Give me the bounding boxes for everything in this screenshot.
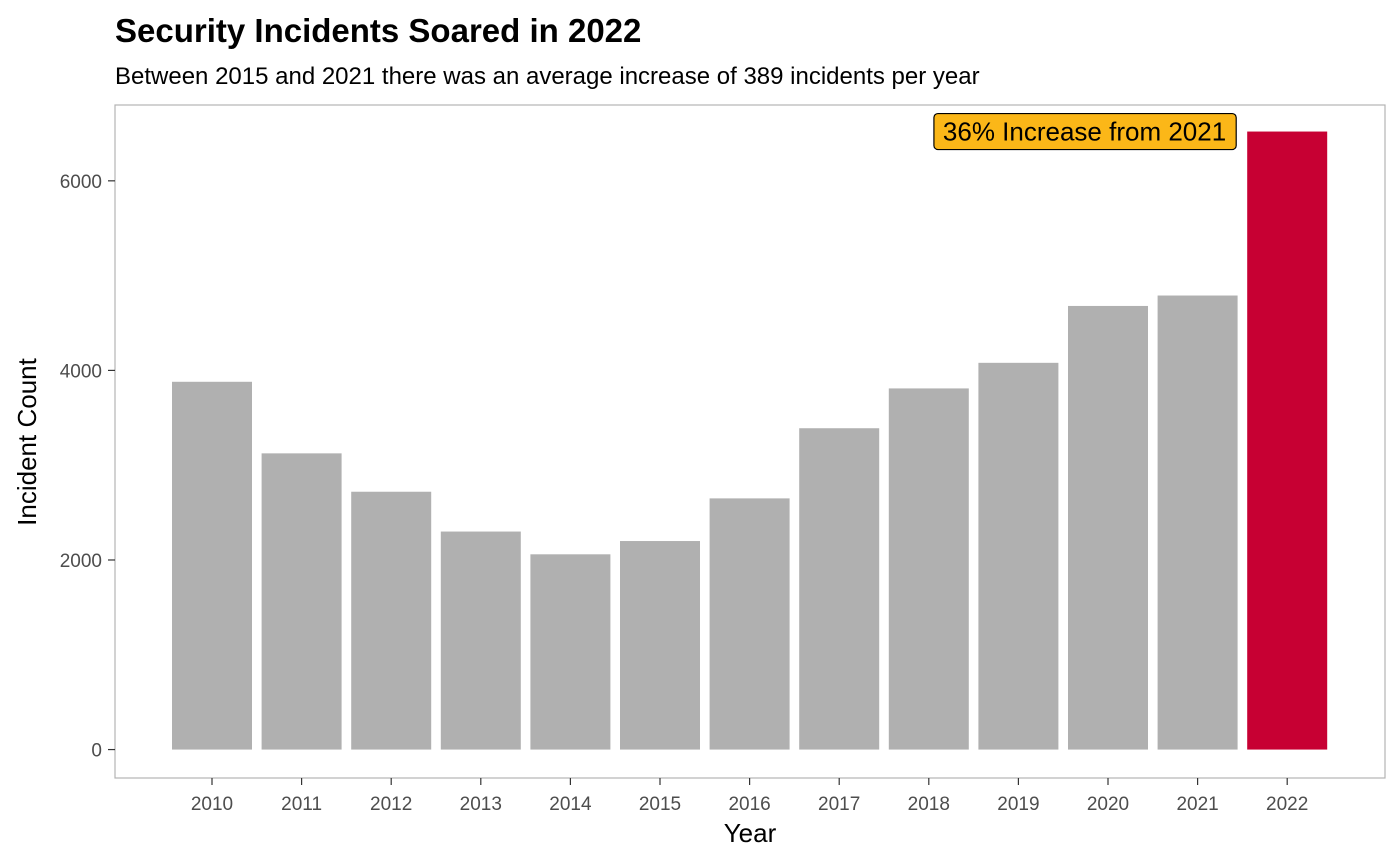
annotation-text: 36% Increase from 2021 bbox=[943, 117, 1226, 147]
x-tick-label: 2019 bbox=[997, 794, 1039, 815]
x-tick-label: 2016 bbox=[728, 794, 770, 815]
bar-2020 bbox=[1068, 305, 1148, 750]
bars-group bbox=[172, 131, 1328, 750]
y-tick-label: 2000 bbox=[60, 551, 102, 572]
bar-2017 bbox=[799, 428, 880, 750]
x-tick-label: 2020 bbox=[1087, 794, 1129, 815]
x-axis-title: Year bbox=[724, 818, 777, 848]
chart-title: Security Incidents Soared in 2022 bbox=[115, 12, 641, 49]
bar-2014 bbox=[530, 554, 611, 750]
y-tick-label: 6000 bbox=[60, 172, 102, 193]
bar-2010 bbox=[172, 381, 252, 750]
x-tick-label: 2021 bbox=[1176, 794, 1218, 815]
bar-2013 bbox=[440, 531, 521, 750]
bar-2012 bbox=[351, 491, 432, 750]
annotation-layer: 36% Increase from 2021 bbox=[933, 112, 1237, 151]
bar-2021 bbox=[1157, 295, 1238, 750]
x-tick-label: 2017 bbox=[818, 794, 860, 815]
bar-2018 bbox=[888, 388, 969, 750]
x-tick-label: 2011 bbox=[281, 794, 322, 815]
x-tick-label: 2012 bbox=[370, 794, 412, 815]
bar-2022 bbox=[1247, 131, 1328, 750]
x-tick-label: 2022 bbox=[1266, 794, 1308, 815]
bar-2019 bbox=[978, 362, 1059, 750]
x-tick-label: 2013 bbox=[460, 794, 502, 815]
x-tick-label: 2018 bbox=[908, 794, 950, 815]
bar-2015 bbox=[620, 541, 700, 750]
x-tick-label: 2014 bbox=[549, 794, 592, 815]
y-axis: 0 2000 4000 6000 bbox=[60, 172, 115, 762]
bar-2016 bbox=[709, 498, 790, 750]
x-axis: 2010 2011 2012 2013 2014 2015 2016 2017 2018 2019… bbox=[191, 778, 1308, 815]
chart-subtitle: Between 2015 and 2021 there was an avera… bbox=[115, 63, 980, 90]
x-tick-label: 2015 bbox=[639, 794, 681, 815]
y-tick-label: 4000 bbox=[60, 361, 102, 382]
x-tick-label: 2010 bbox=[191, 794, 233, 815]
y-tick-label: 0 bbox=[91, 741, 102, 762]
annotation-box bbox=[933, 112, 1237, 151]
y-axis-title: Incident Count bbox=[12, 357, 42, 525]
bar-2011 bbox=[261, 453, 342, 750]
